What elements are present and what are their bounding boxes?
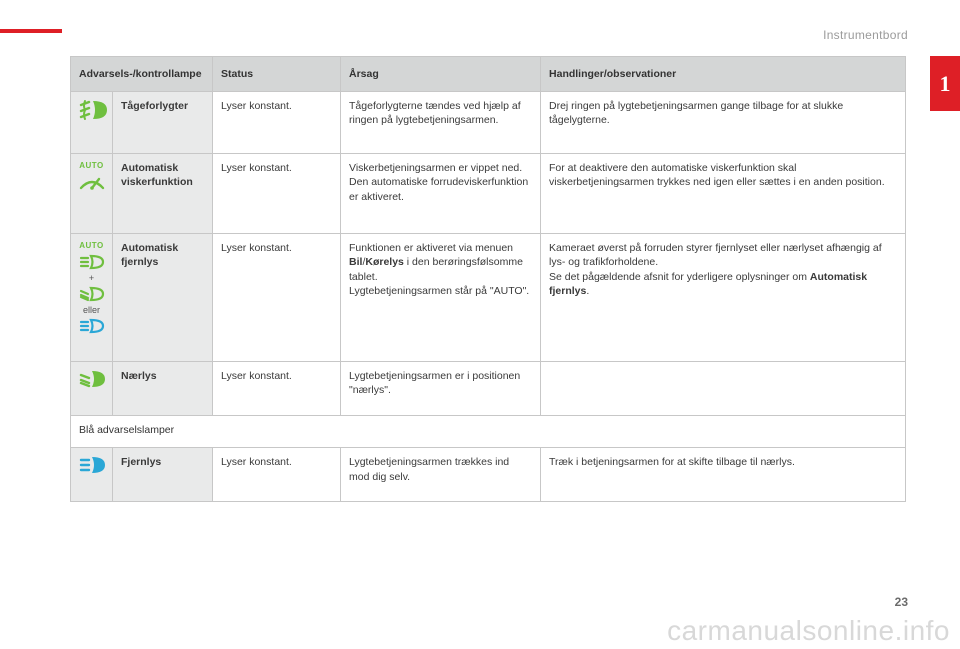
watermark: carmanualsonline.info — [667, 615, 950, 647]
auto-label: AUTO — [79, 161, 104, 172]
table-header-row: Advarsels-/kontrollampe Status Årsag Han… — [71, 57, 906, 92]
name-cell: Automatisk viskerfunktion — [113, 154, 213, 234]
th-lamp: Advarsels-/kontrollampe — [71, 57, 213, 92]
icon-cell: AUTO — [71, 154, 113, 234]
plus-label: + — [89, 272, 94, 284]
auto-wiper-icon: AUTO — [79, 161, 104, 192]
icon-cell — [71, 448, 113, 502]
action-cell: For at deaktivere den automatiske visker… — [541, 154, 906, 234]
lamp-name: Fjernlys — [121, 456, 161, 468]
th-cause: Årsag — [341, 57, 541, 92]
section-label: Blå advarselslamper — [71, 416, 906, 448]
action-cell: Kameraet øverst på forruden styrer fjern… — [541, 234, 906, 362]
cause-cell: Viskerbetjeningsarmen er vippet ned. Den… — [341, 154, 541, 234]
icon-cell — [71, 362, 113, 416]
page-number: 23 — [895, 595, 908, 609]
action-cell: Træk i betjeningsarmen for at skifte til… — [541, 448, 906, 502]
accent-bar — [0, 29, 62, 33]
auto-label: AUTO — [79, 241, 104, 252]
mainbeam-icon — [79, 455, 104, 475]
or-label: eller — [83, 304, 100, 316]
highbeam-green-icon — [79, 254, 105, 270]
table-row: Fjernlys Lyser konstant. Lygtebetjenings… — [71, 448, 906, 502]
lamp-name: Automatisk fjernlys — [121, 242, 178, 268]
cause-text-bold: Kørelys — [365, 256, 404, 268]
lamp-name: Nærlys — [121, 370, 157, 382]
page-header: Instrumentbord — [823, 28, 908, 42]
action-text: Kameraet øverst på forruden styrer fjern… — [549, 242, 882, 268]
name-cell: Tågeforlygter — [113, 92, 213, 154]
cause-text: Funktionen er aktiveret via menuen — [349, 242, 513, 254]
table-row: AUTO Automatisk viskerfunktion Lyser kon… — [71, 154, 906, 234]
section-row: Blå advarselslamper — [71, 416, 906, 448]
action-cell: Drej ringen på lygtebetjeningsarmen gang… — [541, 92, 906, 154]
cause-line: Viskerbetjeningsarmen er vippet ned. — [349, 162, 522, 174]
cause-text-bold: Bil — [349, 256, 362, 268]
name-cell: Fjernlys — [113, 448, 213, 502]
highbeam-blue-icon — [79, 318, 105, 334]
cause-cell: Lygtebetjeningsarmen trækkes ind mod dig… — [341, 448, 541, 502]
name-cell: Nærlys — [113, 362, 213, 416]
status-cell: Lyser konstant. — [213, 154, 341, 234]
status-cell: Lyser konstant. — [213, 234, 341, 362]
table-row: Tågeforlygter Lyser konstant. Tågeforlyg… — [71, 92, 906, 154]
action-cell — [541, 362, 906, 416]
cause-text: Lygtebetjeningsarmen står på "AUTO". — [349, 285, 529, 297]
cause-cell: Tågeforlygterne tændes ved hjælp af ring… — [341, 92, 541, 154]
lamp-name: Tågeforlygter — [121, 100, 188, 112]
th-action: Handlinger/observationer — [541, 57, 906, 92]
lowbeam-green-icon — [79, 286, 105, 302]
action-text: Se det pågældende afsnit for yderligere … — [549, 271, 810, 283]
warning-lamp-table: Advarsels-/kontrollampe Status Årsag Han… — [70, 56, 906, 502]
lowbeam-icon — [79, 369, 104, 389]
icon-cell: AUTO + — [71, 234, 113, 362]
cause-cell: Lygtebetjeningsarmen er i positionen "næ… — [341, 362, 541, 416]
lamp-name: Automatisk viskerfunktion — [121, 162, 193, 188]
table-row: Nærlys Lyser konstant. Lygtebetjeningsar… — [71, 362, 906, 416]
icon-cell — [71, 92, 113, 154]
th-status: Status — [213, 57, 341, 92]
status-cell: Lyser konstant. — [213, 92, 341, 154]
auto-highbeam-icon: AUTO + — [79, 241, 104, 334]
fog-light-icon — [79, 99, 104, 121]
name-cell: Automatisk fjernlys — [113, 234, 213, 362]
cause-cell: Funktionen er aktiveret via menuen Bil/K… — [341, 234, 541, 362]
main-content: Advarsels-/kontrollampe Status Årsag Han… — [70, 56, 906, 502]
chapter-tab: 1 — [930, 56, 960, 111]
status-cell: Lyser konstant. — [213, 362, 341, 416]
status-cell: Lyser konstant. — [213, 448, 341, 502]
cause-line: Den automatiske forrudeviskerfunktion er… — [349, 176, 528, 202]
table-row: AUTO + — [71, 234, 906, 362]
action-text: . — [586, 285, 589, 297]
